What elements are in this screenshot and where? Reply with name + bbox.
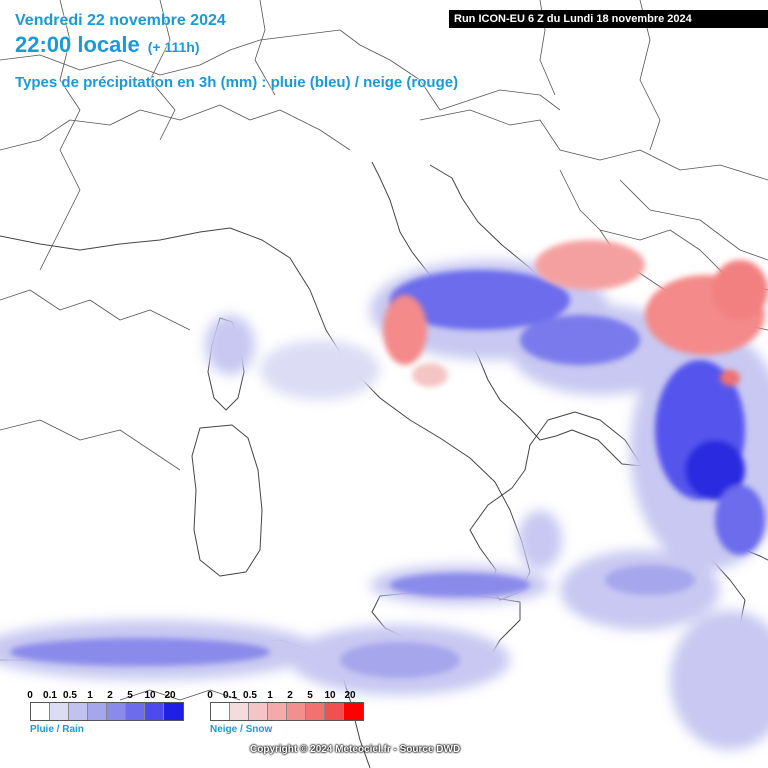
precipitation-type-title: Types de précipitation en 3h (mm) : plui… bbox=[15, 74, 459, 91]
snow-legend-swatch bbox=[306, 703, 325, 720]
rain-legend-swatch bbox=[164, 703, 183, 720]
snow-legend-tick: 0.1 bbox=[223, 690, 237, 701]
snow-legend-swatch bbox=[287, 703, 306, 720]
rain-precipitation bbox=[0, 260, 768, 750]
rain-legend-swatch bbox=[69, 703, 88, 720]
snow-legend-swatch bbox=[268, 703, 287, 720]
rain-legend-ticks: 0 0.1 0.5 1 2 5 10 20 bbox=[27, 690, 184, 702]
rain-legend-swatch bbox=[126, 703, 145, 720]
copyright-notice: Copyright © 2024 Meteociel.fr - Source D… bbox=[250, 744, 461, 755]
rain-legend-tick: 5 bbox=[127, 690, 133, 701]
rain-legend-swatch bbox=[107, 703, 126, 720]
rain-legend-label: Pluie / Rain bbox=[30, 724, 84, 735]
snow-legend: 0 0.1 0.5 1 2 5 10 20 Neige / Snow bbox=[207, 690, 364, 735]
forecast-date: Vendredi 22 novembre 2024 bbox=[15, 12, 226, 29]
snow-legend-tick: 2 bbox=[287, 690, 293, 701]
snow-legend-tick: 0.5 bbox=[243, 690, 257, 701]
snow-legend-label: Neige / Snow bbox=[210, 724, 273, 735]
rain-legend-tick: 0.1 bbox=[43, 690, 57, 701]
rain-legend-tick: 1 bbox=[87, 690, 93, 701]
rain-legend-tick: 2 bbox=[107, 690, 113, 701]
rain-legend-swatch bbox=[50, 703, 69, 720]
snow-legend-tick: 5 bbox=[307, 690, 313, 701]
rain-legend-tick: 0.5 bbox=[63, 690, 77, 701]
snow-legend-swatch bbox=[325, 703, 344, 720]
forecast-lead-time: (+ 111h) bbox=[147, 39, 200, 55]
forecast-time: 22:00 locale (+ 111h) bbox=[15, 32, 200, 58]
snow-legend-swatch bbox=[249, 703, 268, 720]
rain-legend-tick: 20 bbox=[164, 690, 176, 701]
rain-legend: 0 0.1 0.5 1 2 5 10 20 Pluie / Rain bbox=[27, 690, 184, 735]
snow-legend-ticks: 0 0.1 0.5 1 2 5 10 20 bbox=[207, 690, 364, 702]
sardinia-coast bbox=[191, 424, 263, 577]
rain-legend-tick: 10 bbox=[144, 690, 156, 701]
rain-legend-swatch bbox=[145, 703, 164, 720]
rain-legend-swatches bbox=[30, 702, 184, 721]
rain-legend-swatch bbox=[88, 703, 107, 720]
snow-legend-swatches bbox=[210, 702, 364, 721]
snow-precipitation bbox=[383, 240, 768, 387]
snow-legend-swatch bbox=[344, 703, 363, 720]
rain-legend-swatch bbox=[31, 703, 50, 720]
snow-legend-swatch bbox=[211, 703, 230, 720]
snow-legend-tick: 10 bbox=[324, 690, 336, 701]
snow-legend-swatch bbox=[230, 703, 249, 720]
snow-legend-tick: 1 bbox=[267, 690, 273, 701]
forecast-time-value: 22:00 locale bbox=[15, 32, 140, 57]
snow-legend-tick: 0 bbox=[207, 690, 213, 701]
model-run-banner: Run ICON-EU 6 Z du Lundi 18 novembre 202… bbox=[449, 10, 768, 28]
rain-legend-tick: 0 bbox=[27, 690, 33, 701]
snow-legend-tick: 20 bbox=[344, 690, 356, 701]
